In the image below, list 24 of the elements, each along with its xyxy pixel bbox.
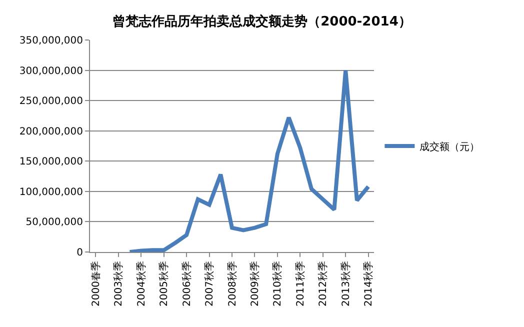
- x-tick-label: 2012秋季: [317, 261, 330, 306]
- legend-label: 成交额（元）: [420, 140, 480, 153]
- x-tick-label: 2011秋季: [294, 261, 306, 306]
- y-tick-label: 150,000,000: [19, 156, 83, 168]
- y-tick-label: 0: [76, 248, 83, 258]
- x-tick-label: 2004秋季: [135, 261, 148, 306]
- chart-title: 曾梵志作品历年拍卖总成交额走势（2000-2014）: [112, 13, 412, 30]
- x-tick-label: 2005秋季: [158, 261, 170, 306]
- y-tick-label: 100,000,000: [19, 186, 83, 198]
- y-tick-label: 250,000,000: [19, 96, 83, 108]
- y-tick-label: 200,000,000: [19, 126, 83, 138]
- y-tick-label: 300,000,000: [19, 66, 83, 77]
- line-series: [128, 68, 370, 252]
- x-tick-label: 2007秋季: [204, 261, 216, 306]
- x-tick-label: 2006秋季: [180, 261, 193, 306]
- x-tick-label: 2003秋季: [112, 261, 125, 306]
- y-tick-label: 350,000,000: [19, 36, 83, 46]
- x-tick-label: 2000春季: [90, 261, 102, 306]
- y-tick-label: 50,000,000: [26, 217, 83, 228]
- x-tick-label: 2014秋季: [362, 261, 375, 306]
- x-tick-label: 2008秋季: [226, 261, 238, 306]
- x-tick-label: 2010秋季: [272, 261, 284, 306]
- x-tick-label: 2009秋季: [248, 261, 261, 306]
- x-tick-label: 2013秋季: [340, 261, 352, 306]
